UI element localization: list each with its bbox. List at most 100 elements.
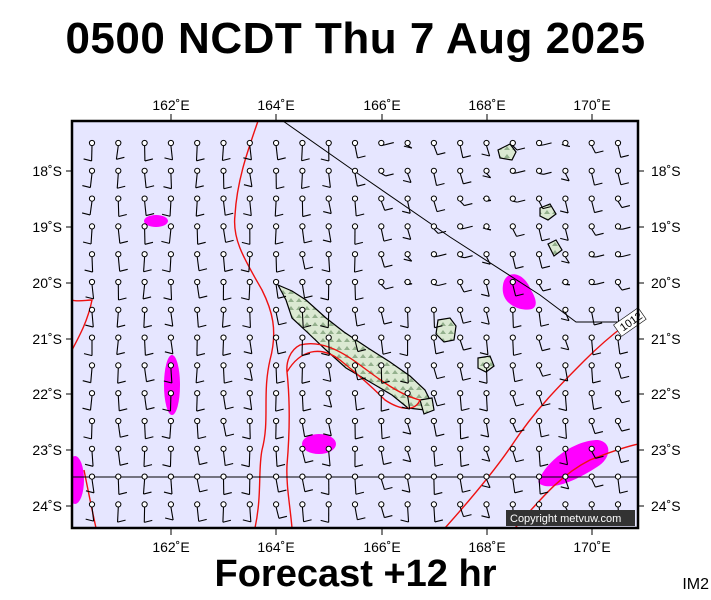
wind-barb-station bbox=[88, 445, 96, 452]
wind-barb-flag bbox=[595, 455, 604, 459]
wind-barb-station bbox=[167, 195, 174, 202]
wind-barb-flag bbox=[436, 376, 446, 380]
wind-barb-flag bbox=[144, 519, 153, 523]
isobar-line bbox=[286, 343, 421, 528]
wind-barb-station bbox=[378, 334, 385, 341]
wind-barb-shaft bbox=[91, 284, 95, 299]
wind-barb bbox=[430, 251, 447, 258]
wind-barb-station bbox=[115, 334, 122, 341]
wind-barb bbox=[588, 417, 604, 435]
wind-barb-station bbox=[588, 445, 595, 452]
wind-barb-flag bbox=[161, 269, 171, 273]
wind-barb bbox=[220, 278, 232, 301]
wind-barb-shaft bbox=[433, 312, 435, 328]
wind-barb bbox=[322, 167, 332, 189]
wind-barb bbox=[457, 417, 469, 440]
wind-barb-station bbox=[614, 251, 622, 258]
lat-label: 23˚S bbox=[32, 442, 62, 458]
wind-barb-station bbox=[588, 473, 595, 480]
wind-barb-station bbox=[273, 278, 280, 286]
wind-barb-station bbox=[273, 362, 280, 369]
wind-barb bbox=[273, 278, 287, 299]
wind-barb-station bbox=[299, 251, 306, 258]
wind-barb-flag bbox=[541, 265, 551, 269]
wind-barb-shaft bbox=[274, 228, 277, 245]
wind-barb-station bbox=[115, 445, 122, 452]
wind-barb-flag bbox=[620, 182, 629, 186]
wind-barb bbox=[457, 139, 471, 159]
wind-barb bbox=[84, 445, 96, 467]
wind-barb-station bbox=[378, 306, 385, 313]
wind-barb-shaft bbox=[380, 256, 385, 268]
wind-barb bbox=[561, 278, 570, 286]
wind-barb-station bbox=[88, 167, 96, 174]
wind-barb bbox=[481, 501, 491, 519]
wind-barb-shaft bbox=[222, 451, 226, 466]
wind-barb bbox=[115, 501, 126, 523]
rain-area bbox=[144, 215, 168, 227]
wind-barb-station bbox=[430, 195, 437, 202]
wind-barb-flag bbox=[197, 241, 206, 245]
wind-barb-shaft bbox=[142, 479, 146, 495]
wind-barb-station bbox=[220, 251, 227, 258]
wind-barb bbox=[299, 306, 312, 329]
wind-barb-flag bbox=[304, 434, 313, 438]
wind-barb-shaft bbox=[485, 145, 491, 157]
wind-barb-flag bbox=[357, 155, 366, 159]
wind-barb-flag bbox=[119, 408, 128, 412]
wind-barb-flag bbox=[385, 142, 394, 146]
wind-barb-flag bbox=[116, 156, 125, 160]
wind-barb-shaft bbox=[380, 423, 383, 439]
wind-barb-station bbox=[273, 167, 280, 174]
wind-barb-station bbox=[88, 473, 96, 480]
wind-barb-shaft bbox=[195, 145, 198, 161]
wind-barb-shaft bbox=[380, 312, 385, 325]
wind-barb-flag bbox=[478, 380, 488, 384]
wind-barb-flag bbox=[196, 213, 205, 217]
wind-barb-shaft bbox=[222, 340, 225, 356]
wind-barb-shaft bbox=[407, 367, 409, 384]
wind-barb-station bbox=[588, 251, 595, 258]
wind-barb-shaft bbox=[274, 201, 277, 217]
wind-barb-station bbox=[457, 362, 464, 369]
wind-barb bbox=[299, 167, 310, 190]
wind-barb-shaft bbox=[196, 256, 200, 271]
wind-barb bbox=[299, 195, 311, 218]
wind-barb bbox=[141, 417, 154, 440]
wind-barb-station bbox=[483, 278, 490, 286]
wind-barb-flag bbox=[481, 458, 490, 462]
wind-barb-flag bbox=[438, 282, 447, 287]
wind-barb-station bbox=[246, 278, 253, 286]
wind-barb bbox=[141, 139, 154, 162]
wind-barb-shaft bbox=[144, 395, 148, 410]
wind-barb-flag bbox=[560, 237, 569, 241]
wind-barb-flag bbox=[320, 325, 329, 329]
wind-barb-station bbox=[88, 139, 96, 147]
wind-barb-shaft bbox=[512, 479, 516, 493]
wind-barb-flag bbox=[463, 181, 472, 185]
wind-barb-flag bbox=[622, 226, 631, 230]
wind-barb bbox=[588, 473, 604, 488]
wind-barb-station bbox=[167, 306, 174, 313]
wind-barb bbox=[141, 501, 153, 523]
wind-barb-station bbox=[246, 473, 253, 480]
wind-barb bbox=[457, 473, 471, 493]
wind-barb bbox=[299, 445, 314, 464]
wind-barb-flag bbox=[198, 268, 208, 272]
wind-barb-station bbox=[115, 390, 122, 397]
wind-barb-shaft bbox=[354, 340, 359, 352]
wind-barb-shaft bbox=[196, 395, 198, 412]
wind-barb bbox=[481, 139, 491, 157]
wind-barb-shaft bbox=[485, 284, 490, 297]
wind-barb-flag bbox=[225, 239, 234, 243]
wind-barb-shaft bbox=[301, 451, 306, 463]
wind-barb-station bbox=[457, 139, 464, 147]
wind-barb bbox=[243, 390, 253, 411]
wind-barb-flag bbox=[594, 322, 603, 326]
wind-barb-station bbox=[404, 139, 411, 147]
wind-barb-shaft bbox=[617, 451, 622, 463]
wind-barb-station bbox=[430, 278, 437, 286]
wind-barb bbox=[194, 417, 207, 440]
wind-barb-shaft bbox=[221, 312, 225, 328]
wind-barb-station bbox=[115, 417, 122, 425]
